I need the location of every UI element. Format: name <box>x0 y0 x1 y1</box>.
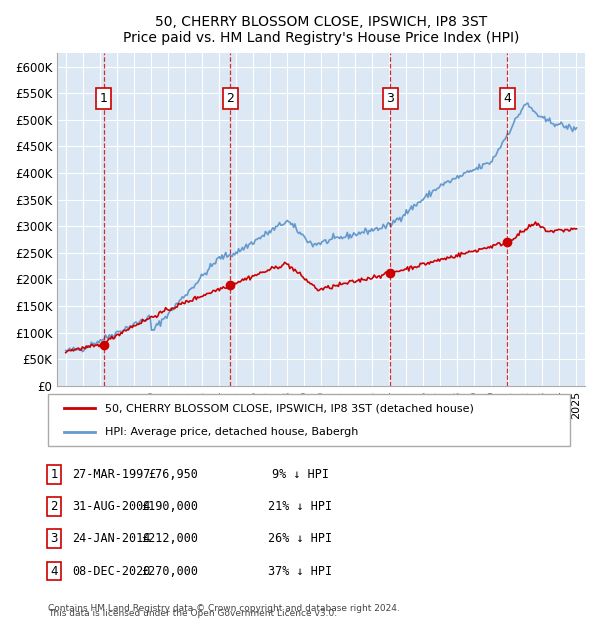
Text: 26% ↓ HPI: 26% ↓ HPI <box>268 533 332 545</box>
Text: 4: 4 <box>50 565 58 577</box>
Text: 3: 3 <box>50 533 58 545</box>
Title: 50, CHERRY BLOSSOM CLOSE, IPSWICH, IP8 3ST
Price paid vs. HM Land Registry's Hou: 50, CHERRY BLOSSOM CLOSE, IPSWICH, IP8 3… <box>123 15 520 45</box>
Text: This data is licensed under the Open Government Licence v3.0.: This data is licensed under the Open Gov… <box>48 609 337 618</box>
Text: 08-DEC-2020: 08-DEC-2020 <box>72 565 150 577</box>
Text: £76,950: £76,950 <box>148 468 198 481</box>
FancyBboxPatch shape <box>48 394 570 446</box>
Text: 3: 3 <box>386 92 394 105</box>
Text: £212,000: £212,000 <box>141 533 198 545</box>
Text: Contains HM Land Registry data © Crown copyright and database right 2024.: Contains HM Land Registry data © Crown c… <box>48 603 400 613</box>
Text: 2: 2 <box>50 500 58 513</box>
Text: HPI: Average price, detached house, Babergh: HPI: Average price, detached house, Babe… <box>106 427 359 436</box>
Text: £270,000: £270,000 <box>141 565 198 577</box>
Text: 21% ↓ HPI: 21% ↓ HPI <box>268 500 332 513</box>
Text: 1: 1 <box>50 468 58 481</box>
Text: 31-AUG-2004: 31-AUG-2004 <box>72 500 150 513</box>
Text: 37% ↓ HPI: 37% ↓ HPI <box>268 565 332 577</box>
Text: 2: 2 <box>226 92 235 105</box>
Text: 27-MAR-1997: 27-MAR-1997 <box>72 468 150 481</box>
Text: 1: 1 <box>100 92 107 105</box>
Text: 24-JAN-2014: 24-JAN-2014 <box>72 533 150 545</box>
Text: 4: 4 <box>503 92 511 105</box>
Text: 50, CHERRY BLOSSOM CLOSE, IPSWICH, IP8 3ST (detached house): 50, CHERRY BLOSSOM CLOSE, IPSWICH, IP8 3… <box>106 404 474 414</box>
Text: 9% ↓ HPI: 9% ↓ HPI <box>271 468 329 481</box>
Text: £190,000: £190,000 <box>141 500 198 513</box>
